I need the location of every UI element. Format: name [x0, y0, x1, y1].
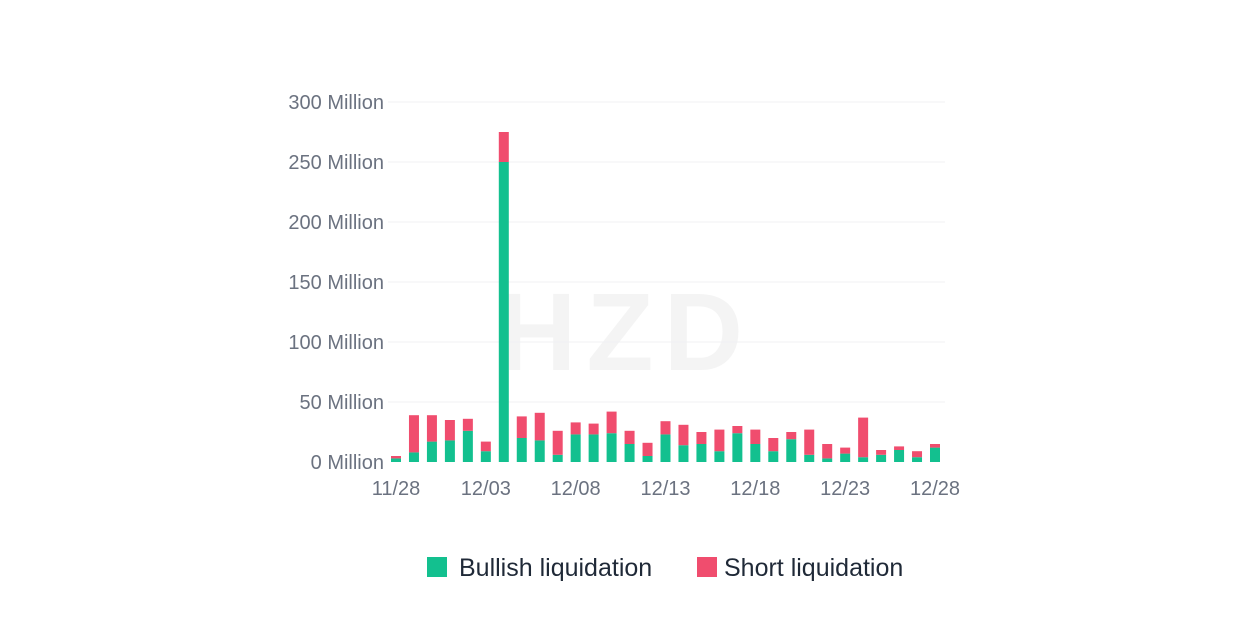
bullish-bar	[606, 433, 617, 462]
short-bar	[750, 429, 761, 444]
gridlines	[388, 101, 945, 403]
legend-label: Bullish liquidation	[459, 554, 652, 582]
bullish-bar	[570, 434, 581, 462]
short-bar	[804, 429, 815, 455]
short-bar	[660, 421, 671, 435]
legend-label: Short liquidation	[724, 554, 903, 582]
bullish-bar	[660, 434, 671, 462]
short-bar	[391, 456, 401, 459]
short-bar	[444, 420, 455, 441]
bullish-bar	[822, 458, 833, 462]
y-tick-label: 100 Million	[288, 332, 384, 354]
x-tick-label: 12/03	[461, 478, 511, 500]
short-bar	[930, 444, 940, 448]
x-tick-label: 12/18	[730, 478, 780, 500]
x-tick-label: 12/23	[820, 478, 870, 500]
x-tick-label: 12/28	[910, 478, 960, 500]
x-tick-label: 12/13	[640, 478, 690, 500]
y-tick-label: 50 Million	[300, 392, 384, 414]
bullish-bar	[912, 457, 923, 462]
bullish-bar	[588, 434, 599, 462]
bullish-bar	[408, 452, 419, 462]
bullish-bar	[840, 453, 851, 462]
bullish-bar	[391, 458, 401, 462]
bullish-bar	[444, 440, 455, 462]
y-tick-label: 200 Million	[288, 212, 384, 234]
short-bar	[696, 432, 707, 444]
bullish-bar	[516, 438, 527, 462]
short-bar	[516, 416, 527, 438]
bullish-bar	[768, 451, 779, 462]
short-bar	[462, 418, 473, 431]
short-bar	[678, 424, 689, 446]
bullish-bar	[732, 433, 743, 462]
short-bar	[480, 441, 491, 452]
short-bar	[732, 426, 743, 434]
short-bar	[822, 444, 833, 459]
bullish-bar	[786, 439, 797, 462]
short-bar	[498, 132, 509, 162]
short-bar	[570, 422, 581, 435]
short-bar	[858, 417, 869, 458]
bullish-bar	[426, 441, 437, 462]
short-bar	[894, 446, 905, 450]
y-tick-label: 300 Million	[288, 92, 384, 114]
y-tick-label: 150 Million	[288, 272, 384, 294]
y-tick-label: 0 Million	[311, 452, 384, 474]
short-bar	[768, 438, 779, 452]
short-bar	[552, 430, 563, 455]
short-bar	[588, 423, 599, 435]
legend: Bullish liquidation Short liquidation	[427, 554, 903, 582]
short-bar	[624, 430, 635, 444]
short-bar	[912, 451, 923, 458]
x-tick-label: 11/28	[372, 478, 421, 500]
short-bar	[786, 432, 797, 440]
bullish-bar	[804, 454, 815, 462]
bullish-bar	[624, 444, 635, 462]
y-axis: 0 Million 50 Million 100 Million 150 Millio…	[288, 92, 384, 474]
legend-swatch	[427, 557, 447, 577]
bullish-bar	[750, 444, 761, 462]
x-axis: 11/28 12/03 12/08 12/13 12/18 12/23 12/28	[372, 478, 960, 500]
bullish-bar	[642, 456, 653, 462]
bullish-bar	[462, 430, 473, 462]
short-bar	[642, 442, 653, 456]
bullish-bar	[858, 457, 869, 462]
short-bar	[714, 429, 725, 452]
bullish-bar	[552, 454, 563, 462]
bullish-bar	[678, 445, 689, 462]
bullish-bar	[876, 454, 887, 462]
bullish-bar	[696, 444, 707, 462]
short-bar	[606, 411, 617, 434]
short-bar	[534, 412, 545, 441]
bullish-bar	[714, 451, 725, 462]
y-tick-label: 250 Million	[288, 152, 384, 174]
x-tick-label: 12/08	[551, 478, 601, 500]
bullish-bar	[894, 450, 905, 462]
short-bar	[876, 450, 887, 455]
short-bar	[426, 415, 437, 442]
short-bar	[840, 447, 851, 454]
bullish-bar	[480, 451, 491, 462]
watermark: HZD	[497, 271, 753, 394]
bullish-bar	[498, 162, 509, 462]
short-bar	[408, 415, 419, 453]
bars	[391, 132, 940, 462]
bullish-bar	[534, 440, 545, 462]
legend-swatch	[697, 557, 717, 577]
bullish-bar	[930, 447, 940, 462]
